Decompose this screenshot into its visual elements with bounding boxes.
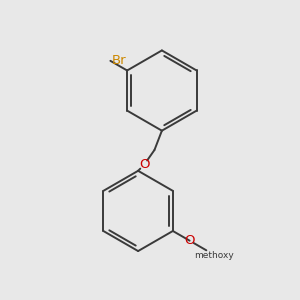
- Text: O: O: [139, 158, 149, 171]
- Text: methoxy: methoxy: [194, 251, 233, 260]
- Text: O: O: [184, 234, 195, 247]
- Text: Br: Br: [112, 54, 127, 67]
